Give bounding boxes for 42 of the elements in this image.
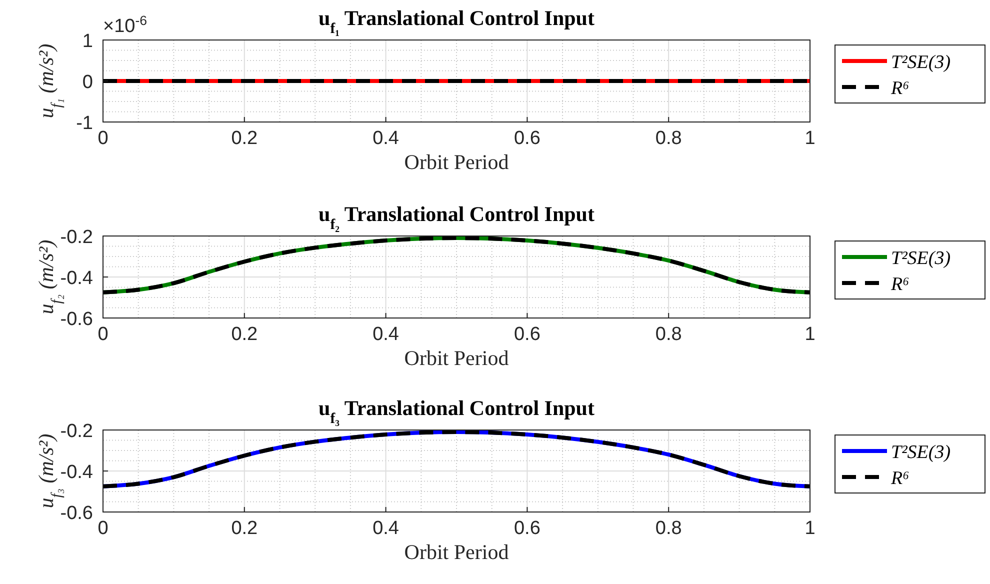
x-tick-label: 0.4 <box>372 128 400 149</box>
x-tick-label: 0.4 <box>372 518 400 539</box>
x-tick-label: 0.6 <box>514 324 540 345</box>
y-tick-label: -1 <box>76 113 93 134</box>
legend-label: T²SE(3) <box>891 442 951 463</box>
legend-label: R⁶ <box>890 78 910 99</box>
x-tick-label: 0.4 <box>372 324 400 345</box>
x-tick-label: 0 <box>98 518 108 539</box>
x-tick-label: 0.8 <box>655 518 682 539</box>
y-tick-label: -0.4 <box>60 462 94 483</box>
x-tick-label: 0 <box>98 128 108 149</box>
y-tick-label: 1 <box>82 31 93 52</box>
x-tick-label: 0.6 <box>514 128 540 149</box>
x-tick-label: 0.2 <box>231 324 258 345</box>
x-tick-label: 1 <box>804 128 816 149</box>
x-axis-title: Orbit Period <box>404 150 510 174</box>
y-tick-label: -0.2 <box>60 421 93 442</box>
x-tick-label: 0.2 <box>231 518 258 539</box>
legend-label: R⁶ <box>890 468 910 489</box>
y-tick-label: -0.2 <box>60 227 93 248</box>
chart-title: u$_{f₂}$ Translational Control Input <box>318 202 594 233</box>
x-tick-label: 0.8 <box>655 324 682 345</box>
text: ×10$^{-6}$ <box>103 12 148 37</box>
legend-label: T²SE(3) <box>891 52 951 73</box>
x-tick-label: 1 <box>804 324 816 345</box>
line-series <box>101 236 812 294</box>
legend-label: R⁶ <box>890 274 910 295</box>
x-tick-label: 0.2 <box>231 128 258 149</box>
x-axis-title: Orbit Period <box>404 540 510 564</box>
x-tick-label: 0 <box>98 324 108 345</box>
x-axis-title: Orbit Period <box>404 346 510 370</box>
x-tick-label: 0.8 <box>655 128 682 149</box>
chart-title: u$_{f₃}$ Translational Control Input <box>318 396 594 427</box>
y-tick-label: -0.6 <box>60 309 93 330</box>
y-tick-label: 0 <box>82 72 93 93</box>
legend-label: T²SE(3) <box>891 248 951 269</box>
x-tick-label: 1 <box>804 518 816 539</box>
chart-title: u$_{f₁}$ Translational Control Input <box>318 6 594 37</box>
line-series <box>101 430 812 488</box>
y-tick-label: -0.6 <box>60 503 93 524</box>
y-tick-label: -0.4 <box>60 268 94 289</box>
x-tick-label: 0.6 <box>514 518 540 539</box>
